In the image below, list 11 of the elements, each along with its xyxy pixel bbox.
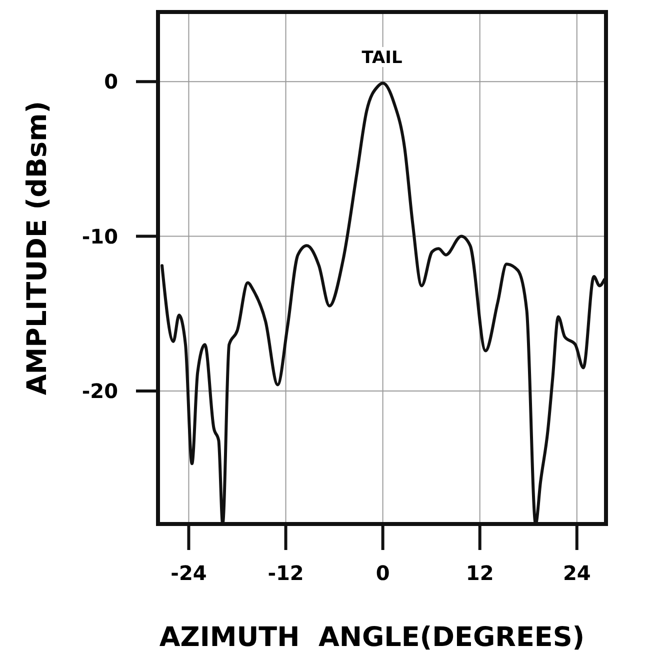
- y-tick-label: -10: [82, 224, 118, 248]
- annotation: TAIL: [362, 48, 402, 68]
- x-tick-label: 0: [376, 561, 390, 585]
- y-tick-label: -20: [82, 378, 118, 403]
- x-tick-label: 12: [466, 561, 494, 585]
- x-tick-label: -12: [268, 561, 304, 585]
- x-tick-label: -24: [170, 561, 207, 585]
- y-tick-label: 0: [104, 70, 118, 94]
- x-axis-title: AZIMUTH ANGLE(DEGREES): [159, 622, 585, 653]
- y-axis-title: AMPLITUDE (dBsm): [22, 100, 53, 396]
- x-tick-label: 24: [562, 561, 591, 585]
